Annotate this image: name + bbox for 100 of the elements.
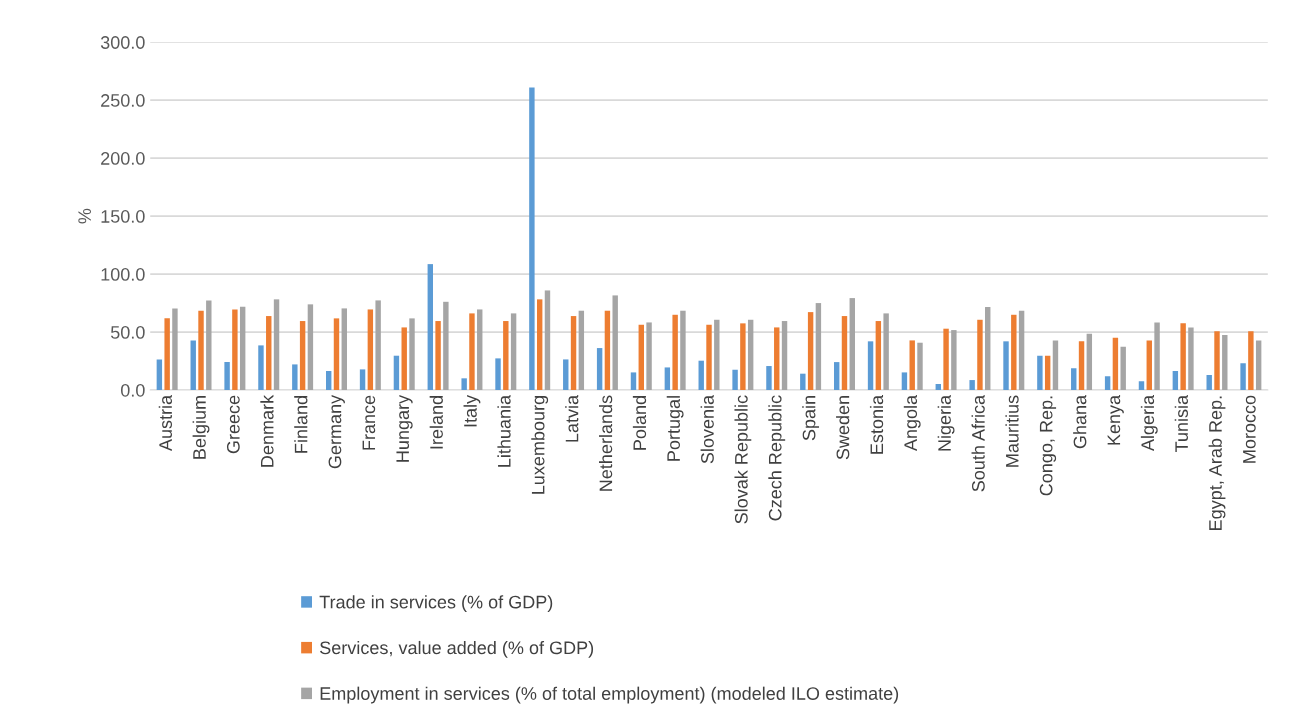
x-tick-label: Netherlands bbox=[599, 395, 613, 491]
bar bbox=[164, 318, 170, 391]
bar bbox=[258, 345, 264, 391]
bar bbox=[307, 304, 314, 391]
bar bbox=[190, 340, 196, 391]
bar bbox=[206, 300, 212, 391]
bar bbox=[393, 355, 400, 391]
x-tick-label: Portugal bbox=[666, 396, 684, 461]
bar bbox=[359, 369, 366, 391]
bar bbox=[1052, 340, 1059, 391]
bar bbox=[427, 264, 433, 391]
x-tick-label: Austria bbox=[158, 394, 172, 452]
x-tick-label: Ghana bbox=[1073, 394, 1087, 449]
bar bbox=[909, 340, 915, 391]
x-tick-label: Congo, Rep. bbox=[1039, 396, 1057, 496]
bar bbox=[747, 319, 754, 391]
bar bbox=[401, 327, 407, 391]
bar bbox=[299, 321, 306, 391]
bar bbox=[766, 366, 772, 391]
bar bbox=[1188, 327, 1194, 391]
bar bbox=[807, 312, 814, 391]
bar bbox=[469, 313, 475, 391]
x-tick-label: Germany bbox=[328, 394, 345, 469]
y-tick-label: 250.0 bbox=[101, 94, 145, 107]
y-tick-label: 150.0 bbox=[101, 210, 145, 223]
bar bbox=[1240, 363, 1246, 391]
bar bbox=[224, 362, 230, 391]
bar bbox=[774, 327, 780, 391]
bar bbox=[266, 316, 272, 391]
x-tick-label: Angola bbox=[903, 394, 921, 452]
bar bbox=[367, 309, 374, 391]
bar bbox=[1214, 331, 1220, 391]
bar bbox=[544, 290, 551, 391]
bar bbox=[969, 380, 975, 391]
bar bbox=[510, 313, 517, 391]
bar bbox=[461, 378, 467, 391]
bar bbox=[477, 309, 483, 391]
bar bbox=[604, 310, 611, 391]
bar bbox=[732, 369, 738, 391]
x-tick-label: Sweden bbox=[836, 396, 850, 460]
x-tick-label: Finland bbox=[294, 396, 308, 453]
bar bbox=[1146, 340, 1152, 391]
bar bbox=[198, 310, 204, 391]
bar bbox=[951, 330, 957, 391]
bar bbox=[841, 316, 848, 391]
x-tick-label: Morocco bbox=[1243, 395, 1256, 463]
bar bbox=[849, 298, 855, 391]
bar bbox=[435, 321, 441, 391]
x-tick-label: Kenya bbox=[1107, 394, 1124, 445]
bar bbox=[638, 324, 644, 391]
bar bbox=[664, 367, 671, 391]
x-tick-label: Spain bbox=[802, 396, 820, 441]
bar bbox=[698, 360, 704, 391]
bar bbox=[536, 299, 543, 391]
bar bbox=[1011, 314, 1017, 391]
bar bbox=[333, 318, 340, 391]
bar bbox=[680, 310, 686, 391]
x-tick-label: Italy bbox=[463, 394, 481, 427]
bar bbox=[1044, 355, 1051, 391]
y-tick-label: 300.0 bbox=[100, 36, 145, 49]
bar bbox=[1222, 335, 1228, 391]
x-tick-label: Hungary bbox=[396, 394, 413, 462]
bar bbox=[781, 321, 788, 391]
bar bbox=[977, 319, 983, 391]
bar bbox=[630, 372, 637, 391]
bar bbox=[1154, 322, 1160, 391]
bar bbox=[1180, 323, 1186, 391]
x-tick-label: Poland bbox=[632, 396, 647, 450]
bar bbox=[341, 308, 347, 391]
bar bbox=[529, 87, 535, 391]
x-tick-label: Belgium bbox=[192, 396, 210, 459]
x-tick-label: Tunisia bbox=[1174, 394, 1188, 453]
x-tick-label: Denmark bbox=[260, 394, 274, 467]
bar bbox=[985, 307, 991, 391]
x-tick-label: Slovak Republic bbox=[734, 395, 752, 524]
bar bbox=[1003, 341, 1009, 391]
x-tick-label: Egypt, Arab Rep. bbox=[1208, 396, 1226, 530]
bar bbox=[273, 299, 280, 391]
bar bbox=[503, 321, 509, 391]
bar bbox=[409, 318, 415, 391]
bar bbox=[596, 348, 603, 391]
bar bbox=[292, 364, 298, 391]
bar bbox=[1071, 368, 1077, 391]
bar bbox=[833, 362, 840, 391]
x-tick-label: Estonia bbox=[869, 394, 884, 454]
bar bbox=[375, 300, 381, 391]
x-tick-label: Nigeria bbox=[937, 394, 955, 451]
bar bbox=[570, 316, 577, 391]
bar bbox=[646, 322, 652, 391]
bar bbox=[563, 359, 569, 391]
bar bbox=[239, 306, 246, 391]
x-tick-label: France bbox=[362, 395, 376, 450]
bar bbox=[1018, 310, 1025, 391]
bar bbox=[443, 301, 449, 391]
bar bbox=[815, 303, 822, 391]
bar bbox=[1078, 341, 1085, 391]
y-tick-label: 50.0 bbox=[110, 325, 145, 339]
bar bbox=[714, 319, 720, 391]
bar bbox=[1206, 375, 1212, 391]
bar bbox=[612, 295, 618, 391]
